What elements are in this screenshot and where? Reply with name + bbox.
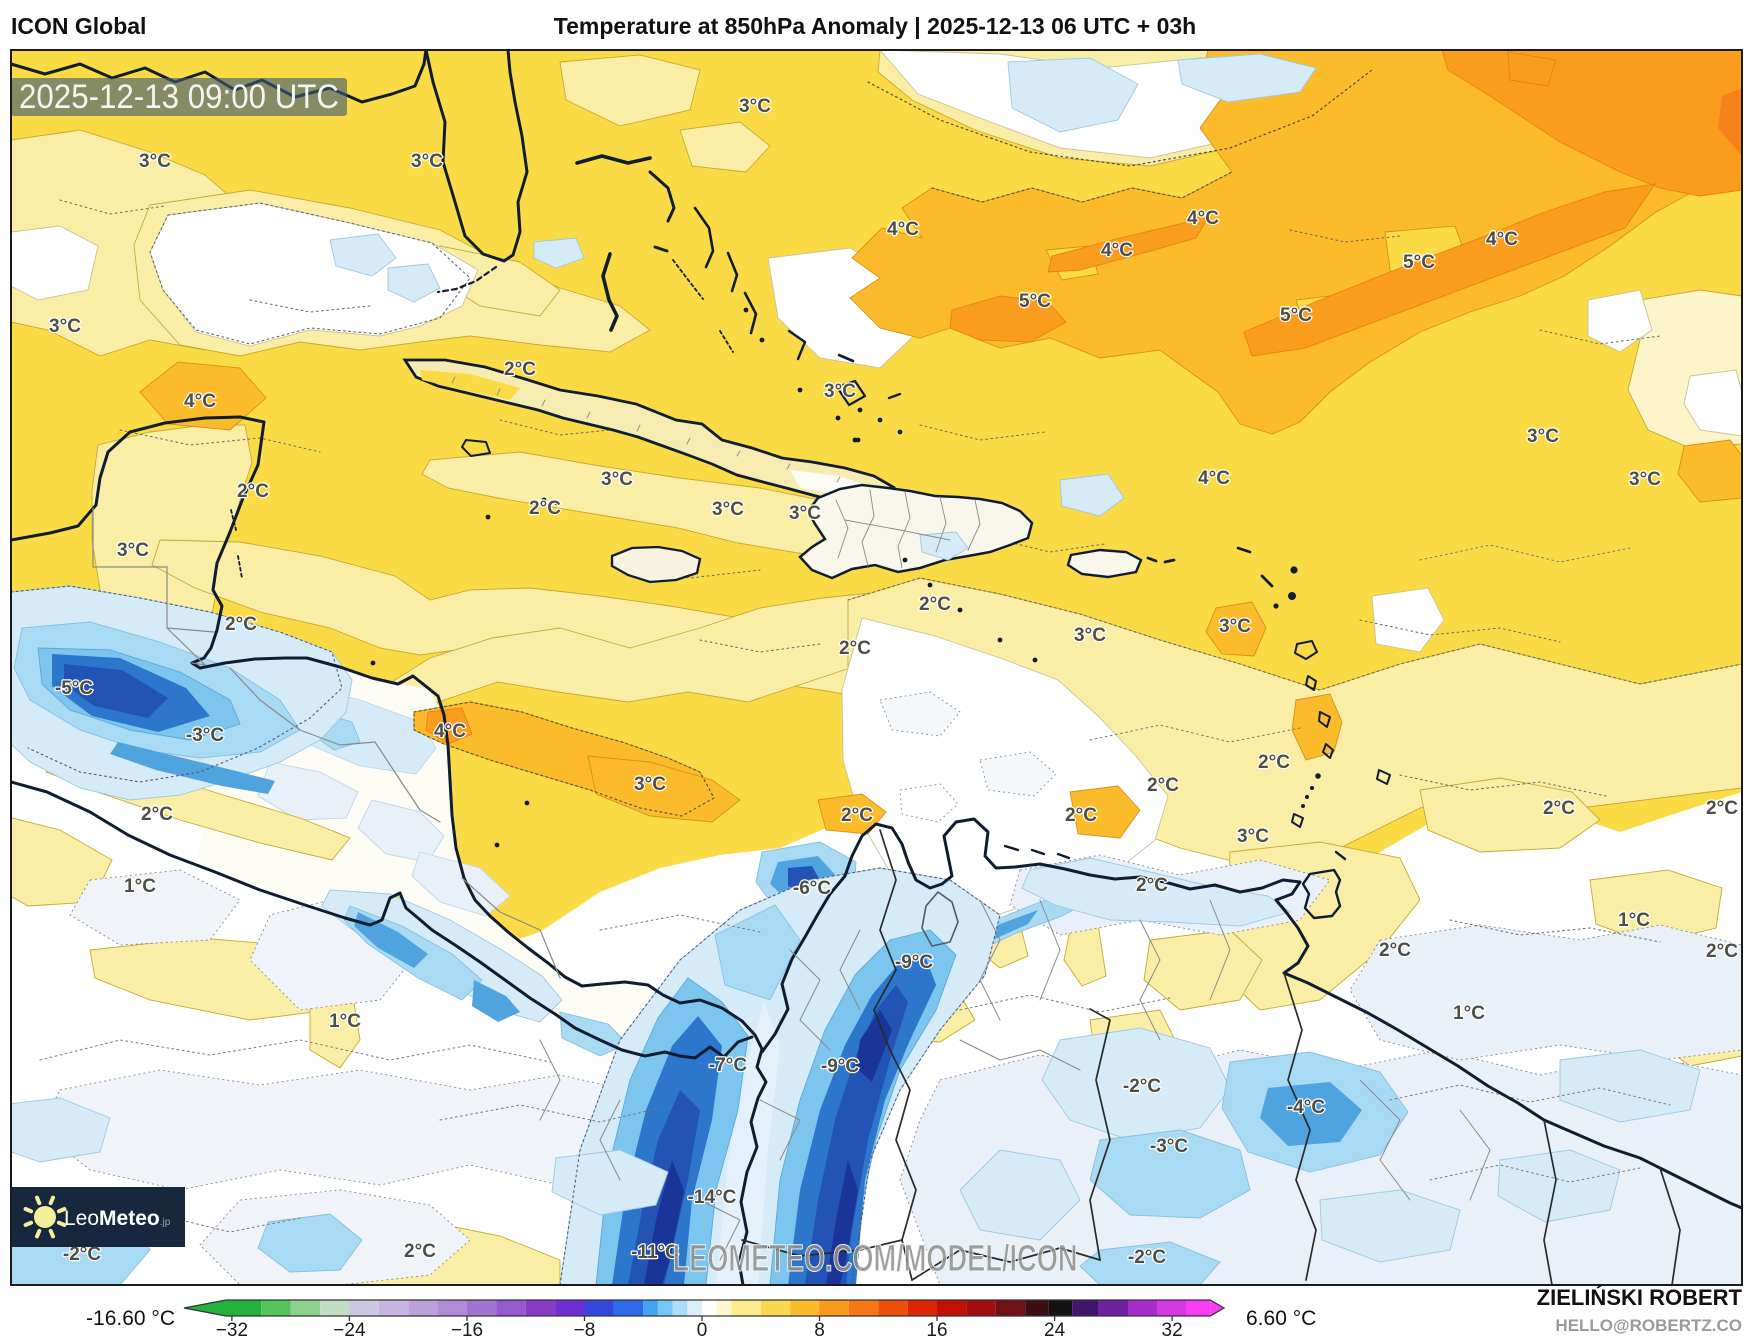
svg-text:2°C: 2°C — [839, 638, 871, 659]
svg-text:5°C: 5°C — [1280, 305, 1312, 326]
svg-text:5°C: 5°C — [1019, 291, 1051, 312]
svg-text:3°C: 3°C — [1074, 625, 1106, 646]
svg-text:2°C: 2°C — [225, 614, 257, 635]
svg-text:8: 8 — [814, 1320, 825, 1338]
svg-text:3°C: 3°C — [1237, 826, 1269, 847]
svg-text:Temperature at 850hPa Anomaly: Temperature at 850hPa Anomaly | 2025-12-… — [554, 13, 1196, 39]
svg-text:-2°C: -2°C — [1128, 1247, 1166, 1268]
svg-text:-4°C: -4°C — [1287, 1097, 1325, 1118]
svg-text:4°C: 4°C — [1198, 468, 1230, 489]
svg-text:4°C: 4°C — [434, 721, 466, 742]
svg-text:3°C: 3°C — [117, 540, 149, 561]
svg-text:-3°C: -3°C — [1150, 1136, 1188, 1157]
svg-text:-2°C: -2°C — [63, 1244, 101, 1265]
svg-text:2°C: 2°C — [1706, 941, 1738, 962]
svg-text:16: 16 — [926, 1320, 947, 1338]
svg-text:3°C: 3°C — [1527, 426, 1559, 447]
svg-text:1°C: 1°C — [329, 1011, 361, 1032]
svg-text:1°C: 1°C — [124, 876, 156, 897]
svg-text:-7°C: -7°C — [709, 1055, 747, 1076]
svg-text:ICON Global: ICON Global — [11, 13, 146, 39]
svg-text:−8: −8 — [574, 1320, 596, 1338]
svg-text:32: 32 — [1162, 1320, 1183, 1338]
svg-text:0: 0 — [697, 1320, 708, 1338]
svg-text:-5°C: -5°C — [55, 678, 93, 699]
svg-text:2°C: 2°C — [237, 481, 269, 502]
svg-text:ZIELIŃSKI ROBERT: ZIELIŃSKI ROBERT — [1537, 1285, 1743, 1310]
svg-text:2°C: 2°C — [529, 498, 561, 519]
svg-text:HELLO@ROBERTZ.CO: HELLO@ROBERTZ.CO — [1555, 1316, 1742, 1335]
svg-text:3°C: 3°C — [49, 316, 81, 337]
svg-text:-9°C: -9°C — [895, 952, 933, 973]
svg-text:3°C: 3°C — [739, 96, 771, 117]
svg-text:4°C: 4°C — [1187, 208, 1219, 229]
svg-text:-14°C: -14°C — [688, 1187, 737, 1208]
svg-text:2°C: 2°C — [1147, 775, 1179, 796]
svg-text:-9°C: -9°C — [821, 1056, 859, 1077]
svg-text:2°C: 2°C — [1136, 875, 1168, 896]
svg-text:4°C: 4°C — [887, 219, 919, 240]
svg-text:2°C: 2°C — [1258, 752, 1290, 773]
svg-text:3°C: 3°C — [789, 503, 821, 524]
svg-text:2°C: 2°C — [1706, 798, 1738, 819]
svg-text:3°C: 3°C — [1629, 469, 1661, 490]
svg-text:−32: −32 — [216, 1320, 248, 1338]
svg-text:2°C: 2°C — [1543, 798, 1575, 819]
svg-text:2°C: 2°C — [404, 1241, 436, 1262]
svg-text:3°C: 3°C — [1219, 616, 1251, 637]
svg-text:4°C: 4°C — [184, 391, 216, 412]
svg-text:4°C: 4°C — [1486, 229, 1518, 250]
svg-text:LEOMETEO.COM/MODEL/ICON: LEOMETEO.COM/MODEL/ICON — [673, 1238, 1078, 1280]
svg-text:3°C: 3°C — [634, 774, 666, 795]
svg-text:−24: −24 — [333, 1320, 366, 1338]
svg-text:-11°C: -11°C — [631, 1242, 679, 1263]
svg-text:3°C: 3°C — [139, 151, 171, 172]
svg-text:2°C: 2°C — [504, 359, 536, 380]
svg-text:-3°C: -3°C — [186, 725, 224, 746]
svg-text:2025-12-13 09:00 UTC: 2025-12-13 09:00 UTC — [19, 78, 339, 116]
svg-text:2°C: 2°C — [841, 805, 873, 826]
svg-text:4°C: 4°C — [1101, 240, 1133, 261]
svg-text:3°C: 3°C — [712, 499, 744, 520]
svg-text:2°C: 2°C — [141, 804, 173, 825]
svg-text:1°C: 1°C — [1618, 910, 1650, 931]
svg-text:5°C: 5°C — [1403, 252, 1435, 273]
svg-text:LeoMeteo.jp: LeoMeteo.jp — [64, 1207, 171, 1230]
svg-text:2°C: 2°C — [1379, 940, 1411, 961]
svg-text:3°C: 3°C — [601, 469, 633, 490]
svg-text:2°C: 2°C — [1065, 805, 1097, 826]
svg-text:-16.60 °C: -16.60 °C — [86, 1307, 175, 1330]
svg-text:1°C: 1°C — [1453, 1003, 1485, 1024]
svg-text:3°C: 3°C — [411, 151, 443, 172]
svg-text:24: 24 — [1044, 1320, 1066, 1338]
svg-text:-2°C: -2°C — [1123, 1076, 1161, 1097]
svg-text:-6°C: -6°C — [793, 878, 831, 899]
svg-text:3°C: 3°C — [824, 381, 856, 402]
svg-text:−16: −16 — [451, 1320, 483, 1338]
svg-text:6.60 °C: 6.60 °C — [1246, 1307, 1316, 1330]
svg-text:2°C: 2°C — [919, 594, 951, 615]
